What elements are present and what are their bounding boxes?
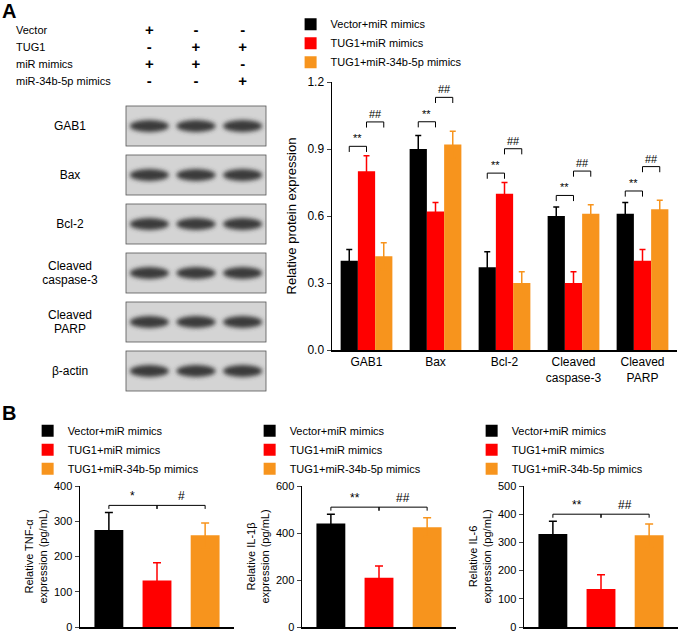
svg-text:+: + <box>145 21 154 38</box>
svg-text:TUG1+miR-34b-5p mimics: TUG1+miR-34b-5p mimics <box>68 463 199 475</box>
svg-text:400: 400 <box>54 480 72 492</box>
svg-text:##: ## <box>645 153 658 165</box>
svg-text:**: ** <box>353 132 362 144</box>
svg-text:-: - <box>194 21 199 38</box>
svg-text:+: + <box>192 55 201 72</box>
svg-text:##: ## <box>438 83 451 95</box>
svg-text:CleavedPARP: CleavedPARP <box>48 308 92 336</box>
svg-text:+: + <box>238 72 247 89</box>
svg-text:0: 0 <box>288 621 294 633</box>
svg-text:400: 400 <box>498 508 516 520</box>
svg-text:**: ** <box>422 108 431 120</box>
svg-text:CleavedPARP: CleavedPARP <box>620 355 664 385</box>
svg-text:Relative protein expression: Relative protein expression <box>284 138 299 295</box>
svg-text:TUG1+miR mimics: TUG1+miR mimics <box>290 444 383 456</box>
svg-text:0.6: 0.6 <box>307 209 324 223</box>
svg-text:+: + <box>238 38 247 55</box>
svg-text:0.9: 0.9 <box>307 142 324 156</box>
svg-text:1.2: 1.2 <box>307 75 324 89</box>
svg-text:+: + <box>145 55 154 72</box>
svg-text:**: ** <box>491 159 500 171</box>
svg-text:200: 200 <box>54 550 72 562</box>
svg-text:Cleavedcaspase-3: Cleavedcaspase-3 <box>42 259 98 287</box>
svg-text:+: + <box>192 38 201 55</box>
svg-text:Vector: Vector <box>16 24 48 36</box>
svg-text:Vector+miR mimics: Vector+miR mimics <box>331 18 426 30</box>
svg-text:0: 0 <box>510 621 516 633</box>
svg-text:GAB1: GAB1 <box>350 355 382 369</box>
svg-text:600: 600 <box>276 480 294 492</box>
svg-text:Relative IL-6expression (pg/mL: Relative IL-6expression (pg/mL) <box>467 509 493 603</box>
svg-text:β-actin: β-actin <box>52 364 88 378</box>
svg-text:##: ## <box>396 491 410 505</box>
svg-text:TUG1+miR mimics: TUG1+miR mimics <box>68 444 161 456</box>
svg-text:miR mimics: miR mimics <box>16 58 73 70</box>
html-text:B: B <box>2 402 17 424</box>
svg-text:GAB1: GAB1 <box>54 119 86 133</box>
svg-text:#: # <box>178 489 185 503</box>
svg-text:-: - <box>240 55 245 72</box>
svg-text:##: ## <box>507 135 520 147</box>
svg-text:TUG1+miR mimics: TUG1+miR mimics <box>512 444 605 456</box>
svg-text:TUG1+miR mimics: TUG1+miR mimics <box>331 37 424 49</box>
svg-text:##: ## <box>618 498 632 512</box>
svg-text:200: 200 <box>276 574 294 586</box>
svg-text:*: * <box>130 489 135 503</box>
svg-text:**: ** <box>629 177 638 189</box>
svg-text:##: ## <box>576 157 589 169</box>
svg-text:##: ## <box>369 108 382 120</box>
svg-text:Bcl-2: Bcl-2 <box>56 217 84 231</box>
svg-text:Vector+miR mimics: Vector+miR mimics <box>68 425 163 437</box>
svg-text:-: - <box>147 38 152 55</box>
svg-text:TUG1: TUG1 <box>16 41 45 53</box>
svg-text:500: 500 <box>498 480 516 492</box>
svg-text:**: ** <box>560 181 569 193</box>
svg-text:Relative IL-1βexpression (pg/m: Relative IL-1βexpression (pg/mL) <box>245 509 271 603</box>
svg-text:100: 100 <box>54 586 72 598</box>
html-text:A: A <box>2 0 17 22</box>
svg-text:Vector+miR mimics: Vector+miR mimics <box>290 425 385 437</box>
svg-text:Relative TNF-αexpression (pg/m: Relative TNF-αexpression (pg/mL) <box>23 509 49 603</box>
svg-text:400: 400 <box>276 527 294 539</box>
svg-text:TUG1+miR-34b-5p mimics: TUG1+miR-34b-5p mimics <box>331 56 462 68</box>
svg-text:Cleavedcaspase-3: Cleavedcaspase-3 <box>546 355 602 385</box>
svg-text:300: 300 <box>54 515 72 527</box>
svg-text:miR-34b-5p mimics: miR-34b-5p mimics <box>16 75 111 87</box>
svg-text:**: ** <box>572 498 582 512</box>
svg-text:Bcl-2: Bcl-2 <box>491 355 519 369</box>
svg-text:0.3: 0.3 <box>307 276 324 290</box>
svg-text:Vector+miR mimics: Vector+miR mimics <box>512 425 607 437</box>
svg-text:200: 200 <box>498 564 516 576</box>
svg-text:0: 0 <box>66 621 72 633</box>
svg-text:-: - <box>147 72 152 89</box>
svg-text:Bax: Bax <box>60 168 81 182</box>
svg-text:0.0: 0.0 <box>307 343 324 357</box>
svg-text:300: 300 <box>498 536 516 548</box>
svg-text:100: 100 <box>498 593 516 605</box>
svg-text:Bax: Bax <box>425 355 446 369</box>
svg-text:-: - <box>194 72 199 89</box>
svg-text:TUG1+miR-34b-5p mimics: TUG1+miR-34b-5p mimics <box>512 463 643 475</box>
svg-text:**: ** <box>350 491 360 505</box>
svg-text:-: - <box>240 21 245 38</box>
svg-text:TUG1+miR-34b-5p mimics: TUG1+miR-34b-5p mimics <box>290 463 421 475</box>
